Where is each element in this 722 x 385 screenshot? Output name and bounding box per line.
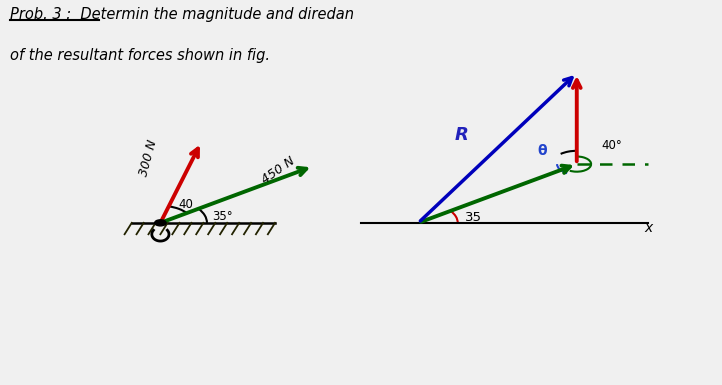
- Text: R: R: [455, 126, 469, 144]
- Text: 40°: 40°: [602, 139, 622, 152]
- Text: 300 N: 300 N: [138, 139, 160, 178]
- Text: of the resultant forces shown in fig.: of the resultant forces shown in fig.: [10, 48, 270, 63]
- Text: 35: 35: [465, 211, 482, 224]
- Text: x: x: [644, 221, 652, 235]
- Text: 40: 40: [178, 198, 193, 211]
- Text: 35°: 35°: [212, 210, 232, 223]
- Text: Prob. 3 :  Determin the magnitude and diredan: Prob. 3 : Determin the magnitude and dir…: [10, 7, 354, 22]
- Text: 450 N: 450 N: [259, 154, 297, 186]
- Circle shape: [155, 220, 166, 226]
- Text: θ: θ: [537, 144, 547, 157]
